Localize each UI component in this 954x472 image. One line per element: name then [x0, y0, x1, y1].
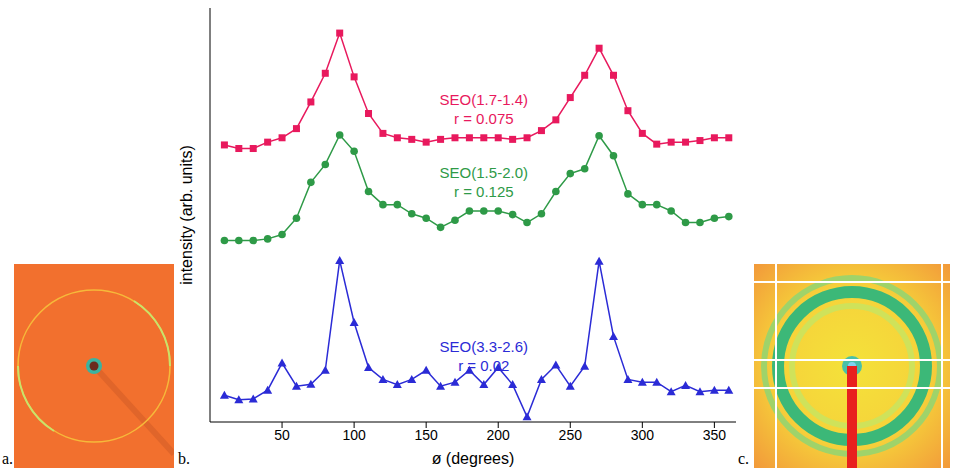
html-text:r = 0.075: r = 0.075	[454, 109, 514, 127]
svg-text:50: 50	[274, 427, 290, 443]
svg-text:150: 150	[414, 427, 438, 443]
html-text:r = 0.02: r = 0.02	[458, 356, 510, 374]
svg-text:250: 250	[559, 427, 583, 443]
html-text:SEO(1.7-1.4): SEO(1.7-1.4)	[439, 90, 528, 108]
html-text:a.: a.	[2, 450, 14, 467]
svg-text:350: 350	[703, 427, 727, 443]
html-text:SEO(1.5-2.0): SEO(1.5-2.0)	[439, 164, 528, 181]
html-text:r = 0.125: r = 0.125	[454, 183, 514, 200]
svg-text:100: 100	[342, 427, 366, 443]
html-text:c.: c.	[738, 450, 750, 467]
svg-text:200: 200	[487, 427, 511, 443]
svg-text:300: 300	[631, 427, 655, 443]
html-text:SEO(3.3-2.6): SEO(3.3-2.6)	[439, 337, 528, 355]
html-text:b.: b.	[178, 450, 190, 467]
svg-text:ø (degrees): ø (degrees)	[432, 450, 515, 467]
svg-text:intensity (arb. units): intensity (arb. units)	[178, 145, 195, 285]
